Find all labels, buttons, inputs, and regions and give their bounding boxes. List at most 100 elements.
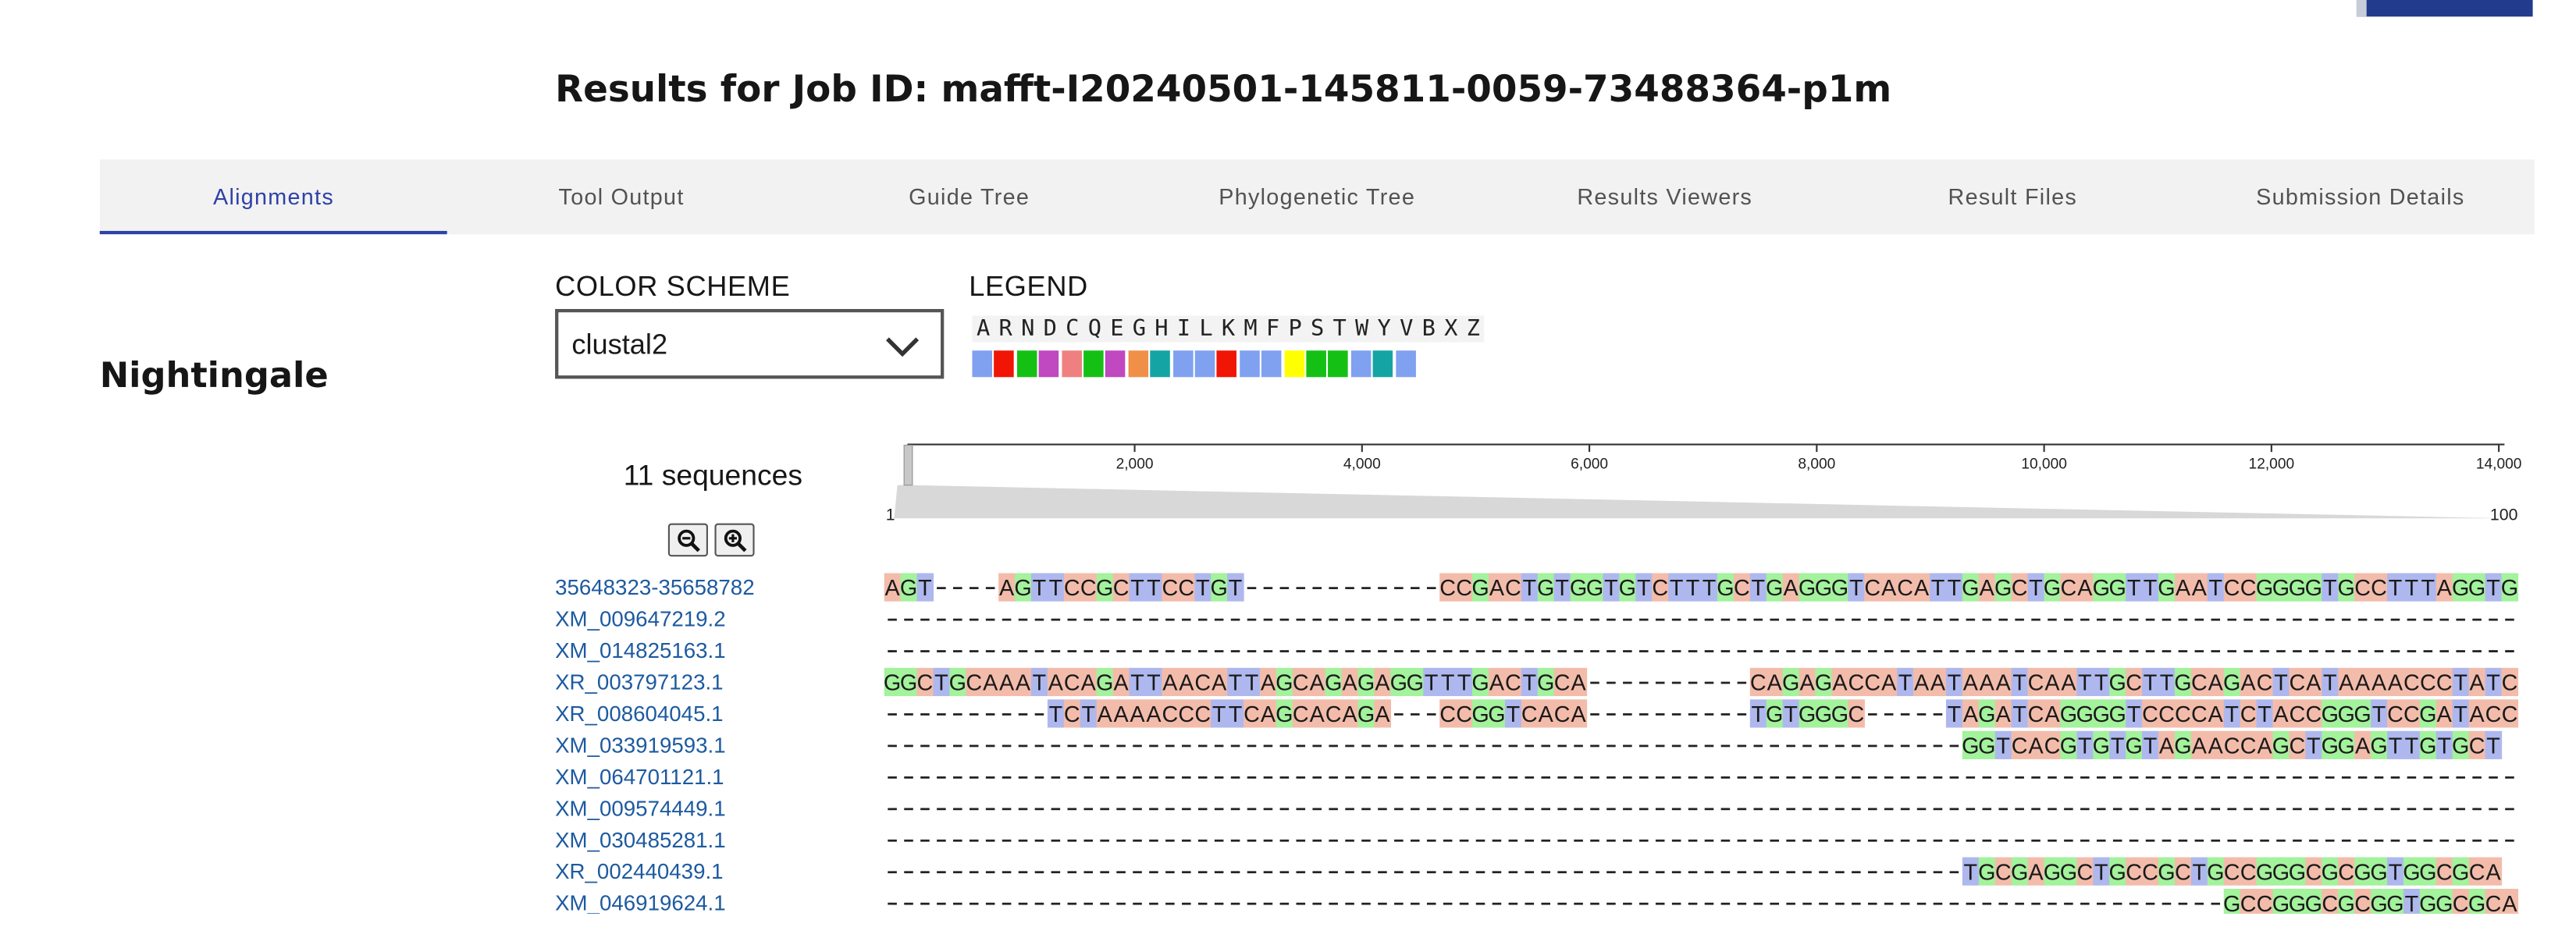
- sequence-name[interactable]: XR_008604045.1: [555, 701, 724, 726]
- residue-cell: [2174, 699, 2192, 728]
- residue-letter: T: [1686, 576, 1700, 601]
- navigation-track[interactable]: 2,000 4,000 6,000 8,000 10,000 12,000 14,000 1…: [881, 435, 2526, 538]
- residue-letter: G: [1471, 702, 1489, 727]
- tab-guide-tree[interactable]: Guide Tree: [909, 184, 1030, 210]
- residue-cell: [2452, 857, 2470, 886]
- residue-letter: A: [2355, 671, 2371, 696]
- residue-letter: T: [1751, 576, 1765, 601]
- msa-viewer[interactable]: A G T A G T T C C G C T T C C T G T C C G A C T G T GG T G T C T T T G C T G A…: [884, 571, 2520, 914]
- residue-cell: [1978, 730, 1996, 759]
- residue-letter: T: [2144, 734, 2158, 759]
- residue-letter: C: [2126, 860, 2142, 885]
- tab-alignments[interactable]: Alignments: [99, 159, 448, 235]
- residue-cell: [2093, 573, 2110, 602]
- residue-cell: [1047, 667, 1065, 697]
- residue-letter: G: [1962, 576, 1979, 601]
- residue-letter: T: [2094, 671, 2108, 696]
- sequence-name[interactable]: XM_033919593.1: [555, 732, 726, 758]
- residue-cell: [2338, 667, 2355, 697]
- residue-letter: A: [2028, 860, 2044, 885]
- residue-cell: [1129, 667, 1147, 697]
- sequence-name[interactable]: XR_002440439.1: [555, 858, 724, 884]
- residue-cell: [1162, 667, 1179, 697]
- residue-cell: [1766, 573, 1784, 602]
- residue-letter: C: [2387, 702, 2403, 727]
- residue-cell: [2468, 889, 2486, 914]
- tab-results-viewers[interactable]: Results Viewers: [1577, 184, 1753, 210]
- residue-cell: [998, 667, 1016, 697]
- residue-letter: C: [1293, 702, 1309, 727]
- residue-letter: G: [2256, 860, 2273, 885]
- residue-cell: [1292, 699, 1310, 728]
- sequence-name[interactable]: XM_009574449.1: [555, 795, 726, 821]
- legend-swatch: [1061, 350, 1082, 378]
- residue-cell: [2501, 667, 2519, 697]
- residue-letter: C: [2257, 671, 2273, 696]
- sequence-name[interactable]: XM_030485281.1: [555, 827, 726, 853]
- residue-cell: [2109, 573, 2126, 602]
- residue-cell: [2419, 667, 2437, 697]
- alignment-row: GG C T G C A A A T A C A G A T T A A C A T T A G C A G A G A GG T T T G A C T…: [884, 667, 2519, 697]
- residue-letter: C: [2502, 671, 2518, 696]
- residue-letter: C: [1162, 702, 1178, 727]
- residue-letter: C: [1864, 576, 1880, 601]
- residue-cell: [2011, 573, 2029, 602]
- tab-result-files[interactable]: Result Files: [1948, 184, 2078, 210]
- residue-letter: G: [2452, 734, 2469, 759]
- residue-cell: [2240, 667, 2258, 697]
- sequence-name[interactable]: XM_046919624.1: [555, 890, 726, 914]
- tab-tool-output[interactable]: Tool Output: [558, 184, 685, 210]
- residue-cell: [2142, 667, 2159, 697]
- residue-letter: G: [1276, 671, 1293, 696]
- residue-cell: [1994, 730, 2012, 759]
- residue-letter: C: [1995, 860, 2012, 885]
- residue-letter: G: [2109, 860, 2126, 885]
- chevron-down-icon: [886, 337, 920, 357]
- legend-swatch: [1239, 350, 1260, 378]
- zoom-in-button[interactable]: [714, 523, 755, 557]
- corner-button[interactable]: [2356, 0, 2533, 17]
- residue-cell: [2452, 667, 2470, 697]
- residue-letter: C: [2076, 860, 2093, 885]
- residue-cell: [1570, 667, 1588, 697]
- residue-cell: [2093, 730, 2110, 759]
- residue-letter: C: [1178, 576, 1194, 601]
- residue-letter: C: [2257, 892, 2273, 914]
- residue-letter: C: [2305, 860, 2322, 885]
- tab-phylogenetic-tree[interactable]: Phylogenetic Tree: [1219, 184, 1416, 210]
- residue-cell: [949, 667, 966, 697]
- residue-letter: C: [2436, 860, 2453, 885]
- residue-letter: T: [2405, 734, 2419, 759]
- residue-letter: G: [2093, 734, 2110, 759]
- residue-cell: [2223, 857, 2241, 886]
- residue-letter: C: [1554, 702, 1571, 727]
- residue-letter: G: [2435, 892, 2453, 914]
- residue-letter: T: [1229, 702, 1243, 727]
- sequence-name[interactable]: XM_064701121.1: [555, 764, 724, 790]
- color-scheme-select[interactable]: clustal2: [555, 308, 945, 379]
- residue-cell: [2109, 699, 2126, 728]
- sequence-name[interactable]: 35648323-35658782: [555, 574, 755, 600]
- sequence-name[interactable]: XM_014825163.1: [555, 638, 726, 663]
- legend-letter: C: [1061, 315, 1084, 343]
- residue-cell: [2452, 730, 2470, 759]
- tab-submission-details[interactable]: Submission Details: [2256, 184, 2465, 210]
- navigation-brush-handle[interactable]: [903, 444, 913, 486]
- residue-letter: T: [2389, 860, 2403, 885]
- residue-letter: T: [2078, 734, 2092, 759]
- sequence-name[interactable]: XM_009647219.2: [555, 606, 726, 632]
- zoom-out-button[interactable]: [667, 523, 708, 557]
- legend-letter: Z: [1462, 315, 1485, 343]
- residue-cell: [2223, 730, 2241, 759]
- residue-letter: T: [1081, 702, 1095, 727]
- residue-letter: A: [2208, 734, 2224, 759]
- residue-cell: [2109, 857, 2126, 886]
- residue-letter: C: [2453, 892, 2469, 914]
- residue-letter: C: [2240, 576, 2257, 601]
- sequence-name[interactable]: XR_003797123.1: [555, 669, 724, 694]
- residue-letter: G: [2370, 860, 2387, 885]
- residue-cell: [1472, 667, 1489, 697]
- residue-cell: [2076, 699, 2094, 728]
- residue-letter: G: [2158, 860, 2175, 885]
- residue-letter: T: [2405, 576, 2419, 601]
